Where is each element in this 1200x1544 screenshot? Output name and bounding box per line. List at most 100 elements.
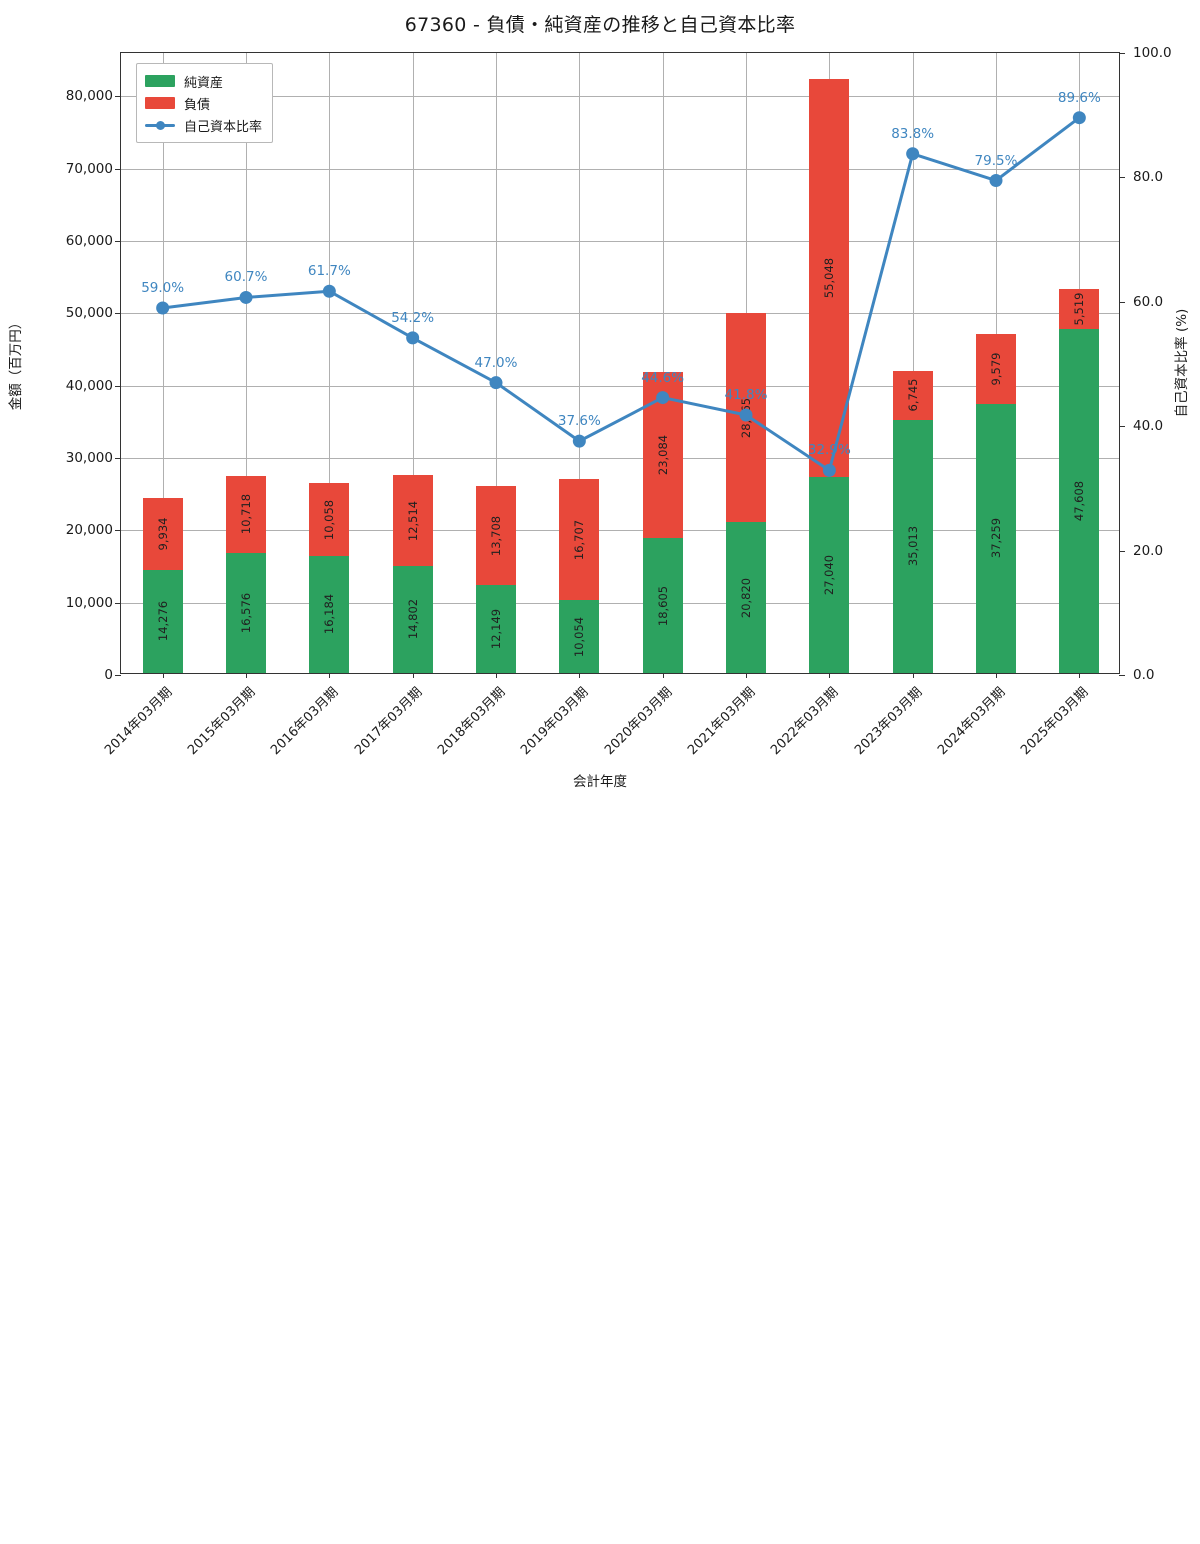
x-tick-label: 2025年03月期 (1018, 684, 1092, 759)
bar-segment-equity[interactable]: 16,184 (309, 555, 350, 673)
bar-segment-equity[interactable]: 16,576 (226, 553, 266, 673)
y-tick-mark-secondary (1119, 426, 1125, 428)
bar-value-label-liabilities: 10,058 (322, 499, 337, 540)
bar-segment-liabilities[interactable]: 6,745 (892, 371, 933, 420)
bar-value-label-equity: 16,184 (322, 594, 337, 635)
bar-value-label-liabilities: 23,084 (655, 434, 670, 476)
bar-segment-equity[interactable]: 47,608 (1059, 328, 1100, 673)
bar-segment-equity[interactable]: 12,149 (476, 585, 516, 673)
legend-swatch-liabilities (145, 97, 175, 109)
line-value-label: 89.6% (1057, 89, 1101, 106)
grid-line (121, 530, 1119, 532)
bar-stack[interactable]: 16,576 10,718 (226, 475, 266, 673)
bar-value-label-liabilities: 10,718 (239, 494, 253, 535)
bar-value-label-liabilities: 28,965 (739, 397, 753, 438)
chart-figure: 67360 - 負債・純資産の推移と自己資本比率 金額（百万円） 自己資本比率 … (8, 14, 1190, 790)
bar-segment-liabilities[interactable]: 28,965 (726, 312, 766, 523)
bar-stack[interactable]: 14,802 12,514 (392, 475, 433, 673)
bar-stack[interactable]: 18,605 23,084 (642, 371, 683, 673)
bar-segment-equity[interactable]: 14,802 (392, 565, 433, 673)
bar-segment-equity[interactable]: 27,040 (809, 477, 850, 673)
x-tick-label: 2024年03月期 (935, 684, 1009, 759)
y-tick-label-secondary: 100.0 (1133, 45, 1172, 61)
legend-label-liabilities: 負債 (184, 97, 211, 113)
line-value-label: 44.6% (641, 369, 685, 386)
bar-value-label-liabilities: 9,579 (989, 352, 1003, 386)
bar-stack[interactable]: 10,054 16,707 (559, 479, 600, 673)
bar-value-label-liabilities: 16,707 (572, 519, 587, 560)
x-tick-mark (829, 673, 831, 678)
y-tick-mark-primary (115, 241, 121, 243)
x-tick-label: 2023年03月期 (851, 684, 926, 759)
bar-segment-equity[interactable]: 35,013 (892, 419, 933, 673)
legend-item-equity-ratio: 自己資本比率 (145, 114, 262, 136)
bar-value-label-liabilities: 5,519 (1072, 292, 1087, 326)
y-tick-mark-secondary (1119, 53, 1125, 54)
x-tick-mark (996, 673, 997, 678)
y-tick-mark-primary (115, 458, 121, 460)
grid-line (121, 602, 1119, 604)
bar-segment-equity[interactable]: 37,259 (976, 403, 1016, 673)
bar-value-label-equity: 14,276 (155, 601, 170, 642)
bar-segment-liabilities[interactable]: 9,934 (142, 497, 183, 570)
bar-value-label-equity: 16,576 (239, 592, 253, 634)
y-tick-label-secondary: 80.0 (1133, 169, 1164, 186)
plot-area: 14,276 9,934 16,576 10,718 16,184 10,058 14,80… (66, 45, 1172, 683)
y-tick-mark-secondary (1119, 675, 1125, 676)
bar-segment-liabilities[interactable]: 9,579 (976, 334, 1016, 404)
y-tick-label-primary: 30,000 (65, 450, 113, 467)
bar-value-label-equity: 20,820 (739, 577, 753, 618)
x-tick-mark (162, 673, 164, 678)
bar-stack[interactable]: 27,040 55,048 (809, 79, 850, 673)
legend-label-equity: 純資産 (184, 75, 224, 91)
bar-segment-liabilities[interactable]: 55,048 (809, 79, 850, 478)
x-tick-mark (912, 673, 914, 678)
line-value-label: 79.5% (974, 152, 1018, 169)
x-tick-mark (662, 673, 664, 678)
bar-segment-liabilities[interactable]: 10,718 (226, 475, 266, 554)
bar-stack[interactable]: 35,013 6,745 (892, 371, 933, 673)
y-axis-label-secondary: 自己資本比率 (%) (1174, 308, 1190, 418)
legend-item-equity: 純資産 (145, 70, 262, 92)
bar-segment-equity[interactable]: 14,276 (142, 569, 183, 673)
bar-segment-liabilities[interactable]: 16,707 (559, 479, 600, 601)
bar-stack[interactable]: 37,259 9,579 (976, 334, 1016, 673)
bar-segment-equity[interactable]: 18,605 (642, 538, 683, 673)
bar-value-label-equity: 37,259 (989, 518, 1003, 559)
y-tick-label-secondary: 60.0 (1133, 293, 1164, 310)
bar-segment-equity[interactable]: 10,054 (559, 600, 600, 673)
legend-line-equity-ratio (145, 119, 175, 131)
line-value-label: 83.8% (891, 125, 935, 142)
bar-segment-liabilities[interactable]: 12,514 (392, 475, 433, 566)
bar-stack[interactable]: 16,184 10,058 (309, 483, 350, 673)
grid-line (121, 168, 1119, 170)
bar-stack[interactable]: 14,276 9,934 (142, 497, 183, 673)
bar-value-label-equity: 35,013 (905, 526, 920, 567)
line-equity-ratio (161, 116, 1081, 472)
bar-stack[interactable]: 47,608 5,519 (1059, 288, 1100, 673)
bar-value-label-equity: 47,608 (1072, 480, 1087, 521)
bar-value-label-liabilities: 13,708 (489, 515, 503, 556)
y-axis-label-primary: 金額（百万円） (8, 315, 24, 411)
bar-value-label-liabilities: 55,048 (822, 258, 837, 299)
y-tick-label-primary: 50,000 (65, 305, 113, 322)
bar-stack[interactable]: 20,820 28,965 (726, 312, 766, 673)
bar-value-label-equity: 18,605 (655, 585, 670, 626)
y-tick-label-secondary: 20.0 (1133, 542, 1164, 559)
y-tick-mark-primary (115, 96, 121, 98)
y-tick-mark-primary (115, 168, 121, 170)
bar-segment-liabilities[interactable]: 10,058 (309, 483, 350, 556)
chart-legend: 純資産 負債 自己資本比率 (136, 63, 274, 143)
x-tick-mark (746, 673, 747, 678)
bar-segment-liabilities[interactable]: 13,708 (476, 486, 516, 586)
bar-segment-liabilities[interactable]: 23,084 (642, 371, 683, 539)
x-tick-mark (329, 673, 331, 678)
legend-swatch-equity (145, 75, 175, 87)
bar-segment-liabilities[interactable]: 5,519 (1059, 288, 1100, 329)
y-tick-mark-primary (115, 313, 121, 315)
y-tick-label-secondary: 40.0 (1133, 418, 1164, 435)
y-tick-label-primary: 70,000 (65, 160, 113, 177)
bar-stack[interactable]: 12,149 13,708 (476, 486, 516, 673)
legend-label-equity-ratio: 自己資本比率 (184, 119, 263, 135)
bar-segment-equity[interactable]: 20,820 (726, 522, 766, 673)
